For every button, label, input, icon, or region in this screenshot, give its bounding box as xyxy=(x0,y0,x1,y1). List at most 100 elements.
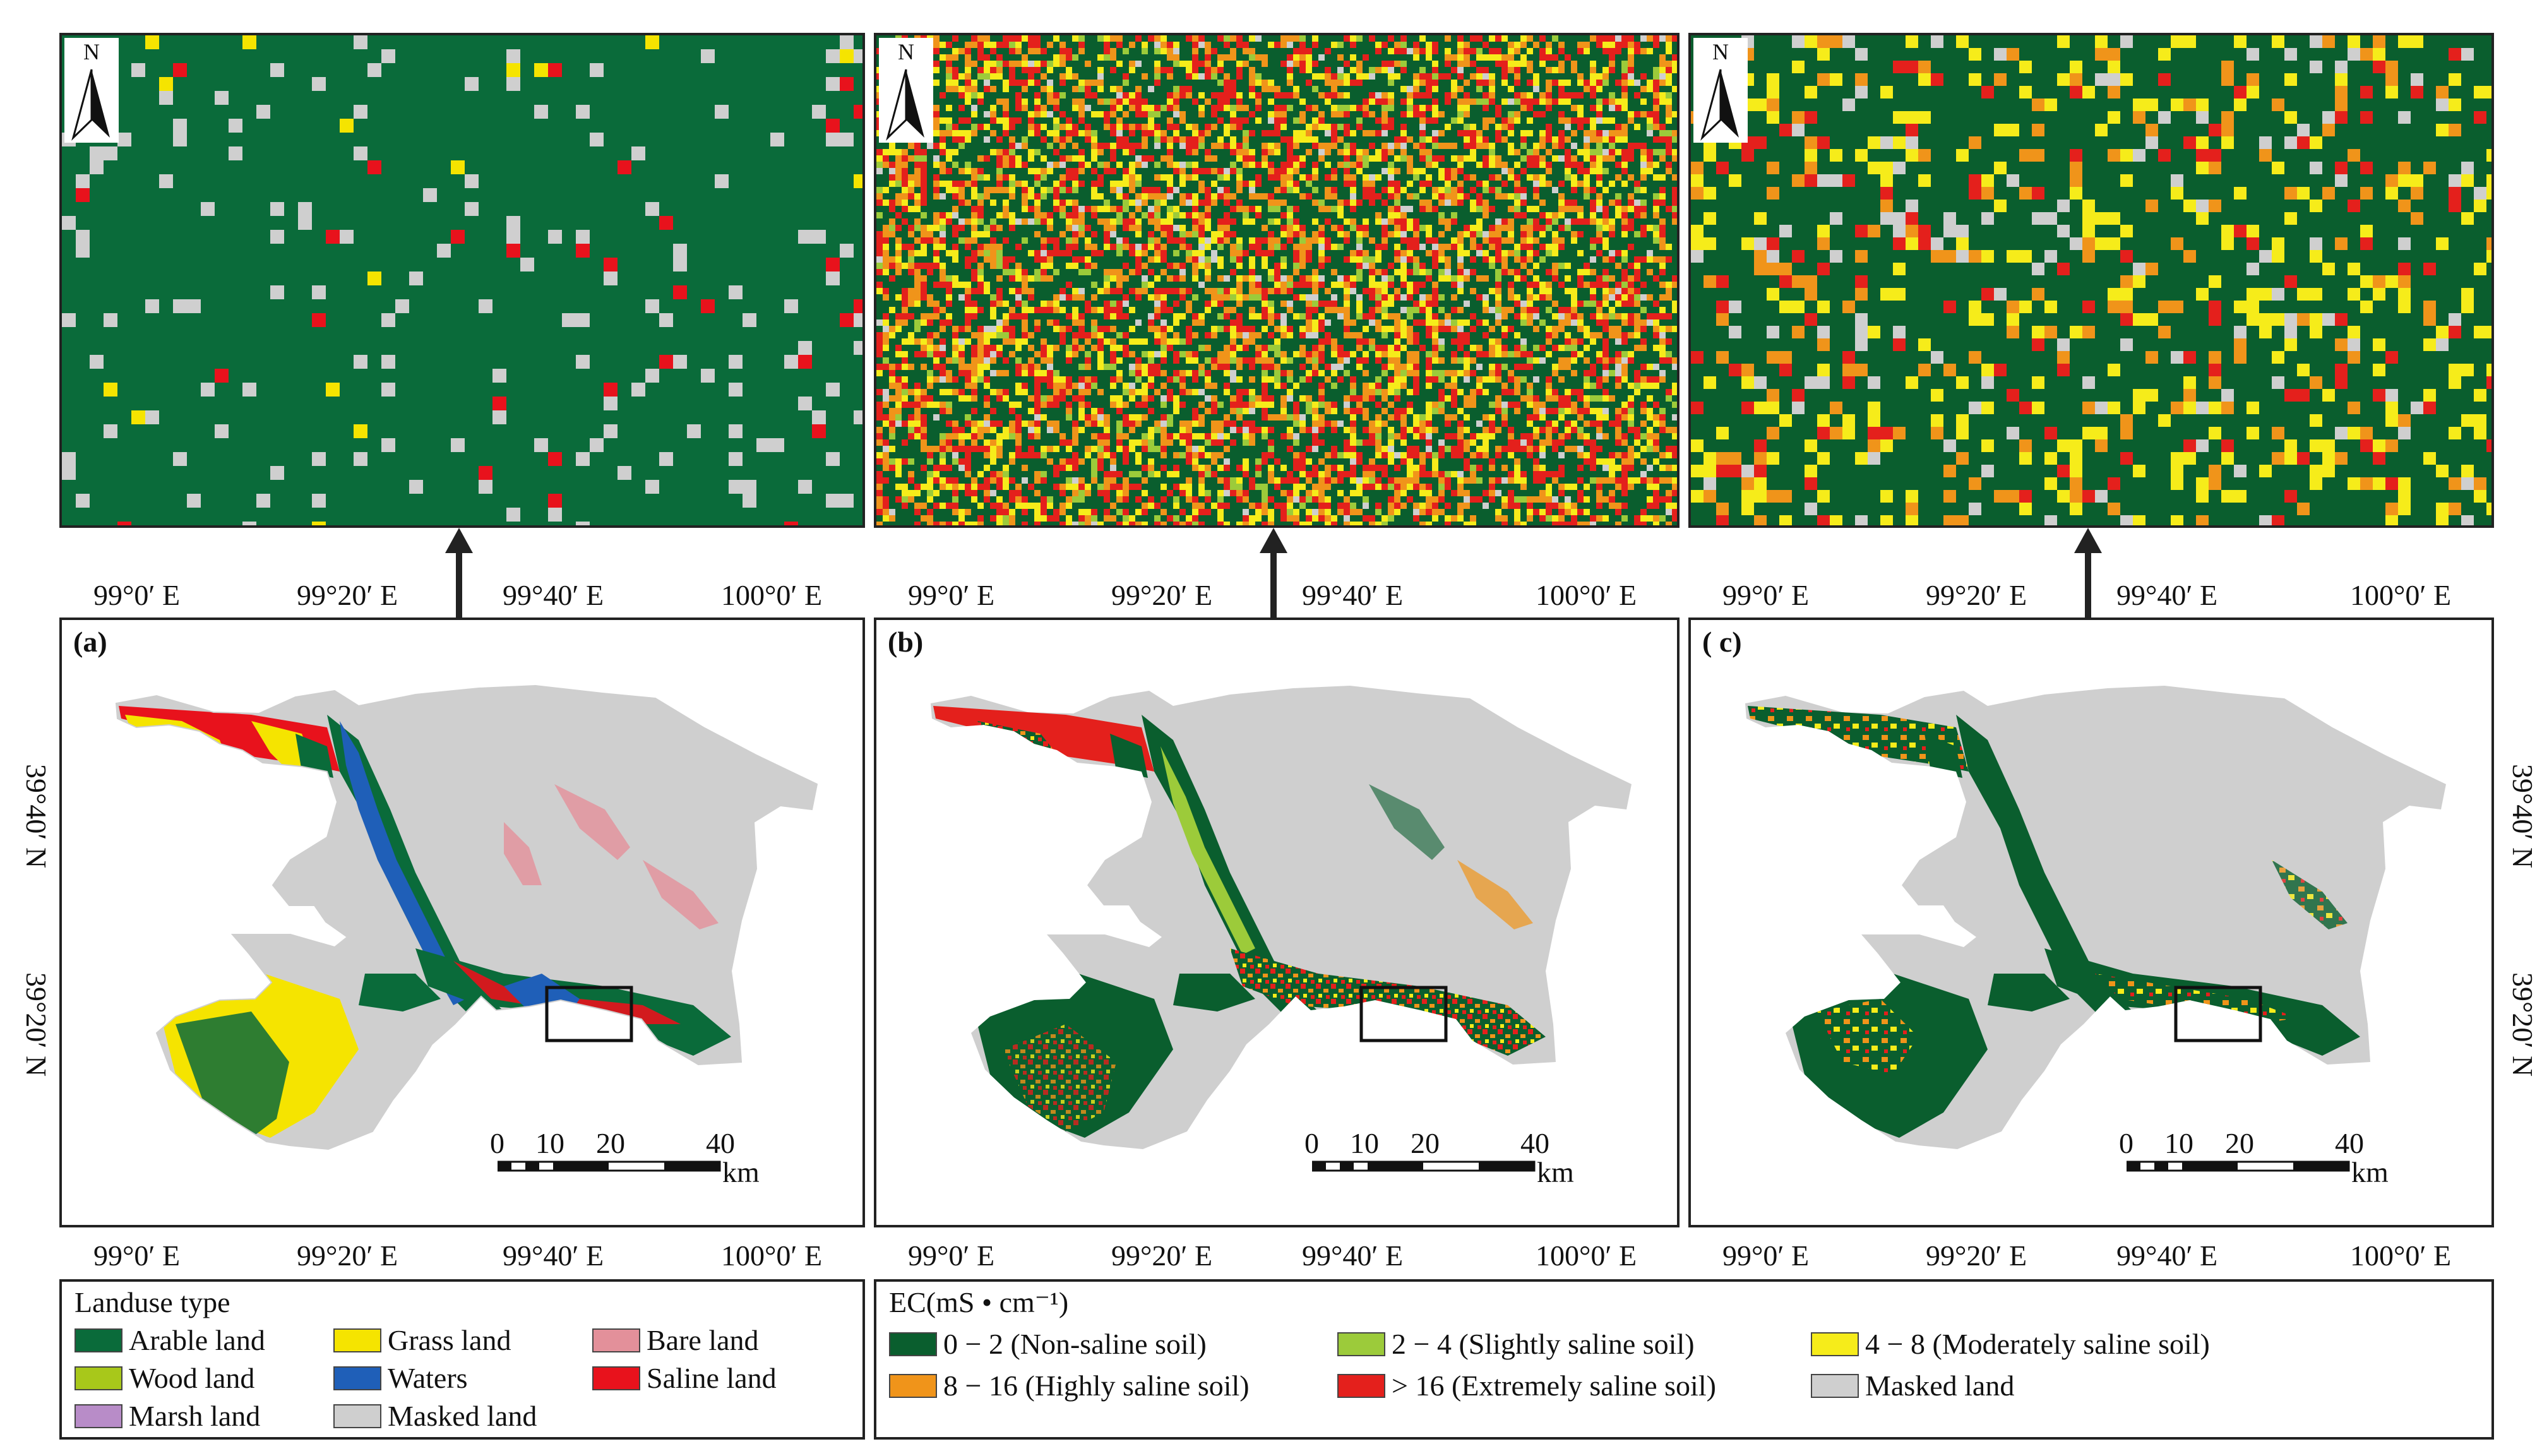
zoom-map-c xyxy=(1691,35,2491,525)
map-panel-b: (b) 0 10 xyxy=(874,618,1680,1227)
lon-label-top: 99°40′ E xyxy=(503,579,604,611)
legend-swatch xyxy=(1811,1374,1859,1398)
legend-landuse: Landuse type Arable land Grass land Bare… xyxy=(59,1279,865,1440)
legend-swatch xyxy=(75,1328,122,1352)
lon-label-bottom: 99°20′ E xyxy=(297,1239,398,1272)
scale-tick-label: 40 xyxy=(1520,1127,1549,1159)
zoom-panel-a: N xyxy=(59,33,865,528)
scale-bar: 0 10 20 40 km xyxy=(490,1127,763,1198)
scale-unit: km xyxy=(722,1156,760,1188)
scale-tick-label: 10 xyxy=(2164,1127,2193,1159)
legend-item-label: Saline land xyxy=(647,1362,777,1394)
legend-swatch xyxy=(75,1404,122,1428)
scale-tick-label: 20 xyxy=(2225,1127,2254,1159)
north-arrow: N xyxy=(879,38,933,143)
legend-swatch xyxy=(333,1328,381,1352)
north-arrow: N xyxy=(1693,38,1748,143)
lon-label-bottom: 99°40′ E xyxy=(1302,1239,1404,1272)
legend-item-label: Bare land xyxy=(647,1324,759,1356)
lon-label-top: 99°40′ E xyxy=(2116,579,2218,611)
legend-swatch xyxy=(75,1366,122,1390)
scale-tick-label: 40 xyxy=(2335,1127,2364,1159)
zoom-arrow-shaft xyxy=(2085,552,2091,618)
map-panel-a: (a) 0 10 20 40 xyxy=(59,618,865,1227)
north-arrow-icon xyxy=(886,69,924,141)
scale-tick-label: 0 xyxy=(1304,1127,1319,1159)
scale-tick-label: 10 xyxy=(1350,1127,1379,1159)
study-area-map-c xyxy=(1745,686,2446,1149)
legend-swatch xyxy=(1337,1374,1385,1398)
zoom-map-a xyxy=(62,35,862,525)
scale-tick-label: 0 xyxy=(490,1127,504,1159)
lon-label-top: 99°0′ E xyxy=(908,579,995,611)
lon-label-bottom: 99°0′ E xyxy=(93,1239,181,1272)
scale-bar-graphic xyxy=(1312,1161,1536,1172)
lat-label-right: 39°20′ N xyxy=(2507,972,2539,1077)
lon-label-top: 100°0′ E xyxy=(721,579,823,611)
lon-label-bottom: 100°0′ E xyxy=(2350,1239,2452,1272)
legend-swatch xyxy=(889,1374,937,1398)
north-arrow-icon xyxy=(71,69,110,141)
panel-label: (a) xyxy=(73,626,107,658)
lon-label-bottom: 99°0′ E xyxy=(1722,1239,1810,1272)
scale-bar-graphic xyxy=(498,1161,721,1172)
north-label: N xyxy=(1712,39,1729,64)
scale-tick-label: 20 xyxy=(1411,1127,1440,1159)
scale-bar: 0 10 20 40 km xyxy=(2119,1127,2392,1198)
zoom-panel-c: N xyxy=(1688,33,2494,528)
legend-item-label: 4 − 8 (Moderately saline soil) xyxy=(1865,1328,2210,1360)
legend-ec: EC(mS • cm⁻¹) 0 − 2 (Non-saline soil) 2 … xyxy=(874,1279,2494,1440)
map-panel-c: ( c) 0 10 20 40 xyxy=(1688,618,2494,1227)
lon-label-top: 99°40′ E xyxy=(1302,579,1404,611)
legend-item-label: Arable land xyxy=(129,1324,265,1356)
north-arrow: N xyxy=(64,38,119,143)
lon-label-top: 99°20′ E xyxy=(1926,579,2027,611)
study-area-map-b xyxy=(931,686,1632,1149)
zoom-panel-b: N xyxy=(874,33,1680,528)
scale-tick-label: 40 xyxy=(706,1127,735,1159)
lon-label-bottom: 99°20′ E xyxy=(1111,1239,1213,1272)
north-label: N xyxy=(83,39,100,64)
scale-unit: km xyxy=(2351,1156,2389,1188)
lon-label-top: 99°0′ E xyxy=(93,579,181,611)
scale-bar-graphic xyxy=(2127,1161,2350,1172)
lon-label-bottom: 99°20′ E xyxy=(1926,1239,2027,1272)
scale-tick-label: 0 xyxy=(2119,1127,2133,1159)
lon-label-bottom: 99°40′ E xyxy=(2116,1239,2218,1272)
lon-label-top: 100°0′ E xyxy=(2350,579,2452,611)
legend-swatch xyxy=(1337,1332,1385,1356)
lon-label-bottom: 99°40′ E xyxy=(503,1239,604,1272)
legend-item-label: Masked land xyxy=(388,1400,537,1432)
lat-label-left: 39°20′ N xyxy=(20,972,52,1077)
legend-item-label: Waters xyxy=(388,1362,468,1394)
legend-item-label: Wood land xyxy=(129,1362,255,1394)
legend-title: Landuse type xyxy=(75,1286,230,1318)
legend-item-label: Marsh land xyxy=(129,1400,261,1432)
lon-label-top: 99°20′ E xyxy=(1111,579,1213,611)
zoom-arrow-head xyxy=(445,528,473,553)
scale-bar: 0 10 20 40 km xyxy=(1304,1127,1577,1198)
legend-item-label: 0 − 2 (Non-saline soil) xyxy=(943,1328,1207,1360)
scale-tick-label: 10 xyxy=(535,1127,564,1159)
study-area-map-a xyxy=(116,685,818,1150)
legend-item-label: 2 − 4 (Slightly saline soil) xyxy=(1392,1328,1695,1360)
legend-swatch xyxy=(889,1332,937,1356)
scale-unit: km xyxy=(1537,1156,1574,1188)
legend-item-label: > 16 (Extremely saline soil) xyxy=(1392,1369,1716,1402)
lat-label-right: 39°40′ N xyxy=(2507,764,2539,869)
north-label: N xyxy=(898,39,914,64)
lon-label-top: 100°0′ E xyxy=(1536,579,1637,611)
lon-label-bottom: 100°0′ E xyxy=(1536,1239,1637,1272)
legend-swatch xyxy=(592,1366,640,1390)
legend-swatch xyxy=(333,1404,381,1428)
scale-tick-label: 20 xyxy=(596,1127,625,1159)
zoom-arrow-head xyxy=(1260,528,1287,553)
panel-label: (b) xyxy=(888,626,924,658)
legend-item-label: 8 − 16 (Highly saline soil) xyxy=(943,1369,1250,1402)
lon-label-top: 99°20′ E xyxy=(297,579,398,611)
legend-item-label: Grass land xyxy=(388,1324,511,1356)
zoom-arrow-shaft xyxy=(456,552,462,618)
panel-label: ( c) xyxy=(1702,626,1742,658)
lon-label-bottom: 99°0′ E xyxy=(908,1239,995,1272)
zoom-arrow-head xyxy=(2074,528,2102,553)
